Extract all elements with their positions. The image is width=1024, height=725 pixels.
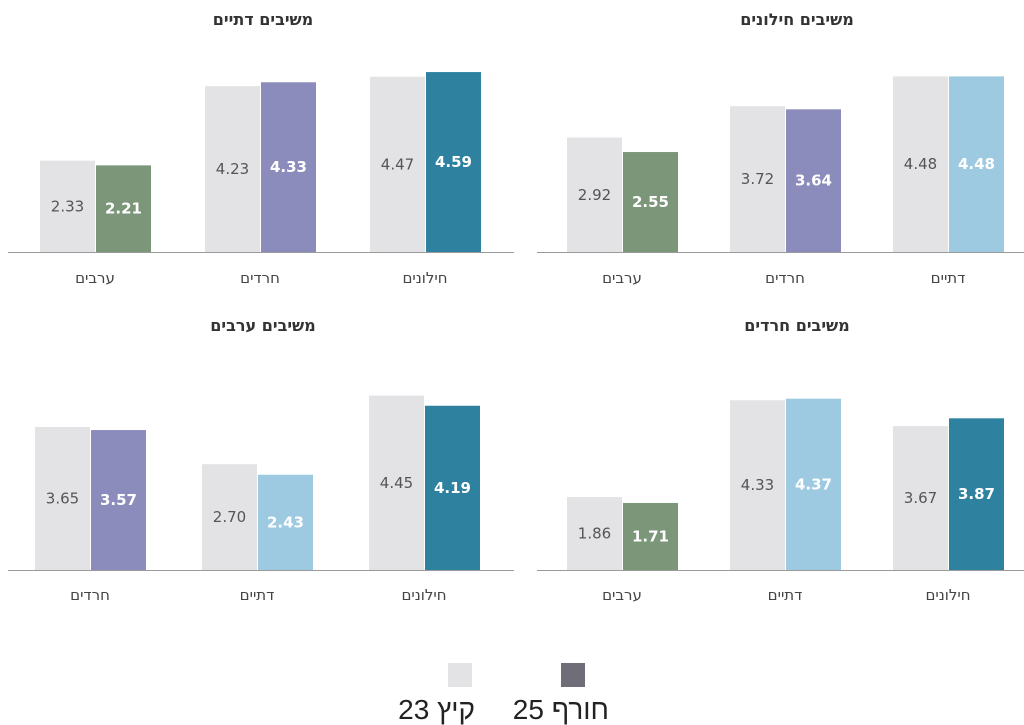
category-label: ערבים	[75, 269, 115, 287]
data-label-summer: 4.45	[380, 474, 413, 492]
bar-summer	[205, 86, 260, 253]
bar-winter	[426, 72, 481, 253]
data-label-winter: 2.55	[632, 193, 669, 211]
legend-swatch-winter	[561, 663, 585, 687]
bar-summer	[202, 464, 257, 570]
data-label-summer: 4.23	[216, 160, 249, 178]
data-label-winter: 4.19	[434, 479, 471, 497]
bar-winter	[623, 152, 678, 252]
data-label-summer: 2.92	[578, 186, 611, 204]
chart-panel-3: משיבים חרדים 3.67 3.87 חילונים 4.33 4.37 דתיים…	[537, 316, 1024, 604]
data-label-winter: 3.64	[795, 172, 832, 190]
category-label: חילונים	[401, 586, 446, 604]
data-label-winter: 4.48	[958, 155, 995, 173]
data-label-winter: 4.33	[270, 158, 307, 176]
panel-title: משיבים דתיים	[213, 10, 314, 29]
bar-winter	[786, 398, 841, 570]
bar-summer	[370, 76, 425, 252]
data-label-summer: 3.67	[904, 489, 937, 507]
data-label-winter: 4.59	[435, 153, 472, 171]
category-label: חרדים	[240, 269, 280, 287]
bar-winter	[91, 430, 146, 570]
bar-winter	[258, 474, 313, 570]
data-label-winter: 3.57	[100, 491, 137, 509]
data-label-winter: 3.87	[958, 485, 995, 503]
category-label: ערבים	[602, 586, 642, 604]
data-label-winter: 4.37	[795, 475, 832, 493]
bar-winter	[949, 76, 1004, 252]
category-label: דתיים	[240, 586, 275, 604]
panel-title: משיבים חרדים	[744, 316, 849, 335]
data-label-summer: 3.72	[741, 170, 774, 188]
bar-summer	[730, 106, 785, 253]
bar-winter	[96, 165, 151, 252]
data-label-summer: 4.48	[904, 155, 937, 173]
panel-title: משיבים חילונים	[740, 10, 854, 29]
legend-label-summer: קיץ 23	[398, 694, 475, 725]
data-label-winter: 1.71	[632, 527, 669, 545]
chart-panel-4: משיבים ערבים 4.45 4.19 חילונים 2.70 2.43 דתיים…	[8, 316, 514, 604]
data-label-summer: 2.33	[51, 197, 84, 215]
bar-winter	[786, 109, 841, 252]
bar-winter	[425, 405, 480, 570]
bar-summer	[567, 497, 622, 570]
data-label-winter: 2.43	[267, 513, 304, 531]
data-label-winter: 2.21	[105, 200, 142, 218]
bar-winter	[261, 82, 316, 252]
category-label: חרדים	[70, 586, 110, 604]
bar-summer	[893, 76, 948, 252]
category-label: חילונים	[925, 586, 970, 604]
panel-title: משיבים ערבים	[210, 316, 316, 335]
data-label-summer: 2.70	[213, 508, 246, 526]
data-label-summer: 4.47	[381, 155, 414, 173]
data-label-summer: 1.86	[578, 525, 611, 543]
legend-label-winter: חורף 25	[513, 694, 609, 725]
bar-summer	[730, 400, 785, 570]
legend: קיץ 23 חורף 25	[398, 663, 609, 725]
bar-summer	[40, 160, 95, 252]
bar-winter	[949, 418, 1004, 570]
bar-summer	[567, 137, 622, 252]
chart-panel-2: משיבים דתיים 4.47 4.59 חילונים 4.23 4.33 חרדים…	[8, 10, 514, 287]
category-label: דתיים	[768, 586, 803, 604]
legend-swatch-summer	[448, 663, 472, 687]
category-label: דתיים	[931, 269, 966, 287]
chart-panels: משיבים חילונים 4.48 4.48 דתיים 3.72 3.64 חרדים…	[8, 10, 1024, 604]
bar-summer	[893, 426, 948, 570]
bar-winter	[623, 502, 678, 570]
category-label: חרדים	[765, 269, 805, 287]
data-label-summer: 4.33	[741, 476, 774, 494]
bar-summer	[35, 426, 90, 570]
category-label: חילונים	[402, 269, 447, 287]
chart-panel-1: משיבים חילונים 4.48 4.48 דתיים 3.72 3.64 חרדים…	[537, 10, 1024, 287]
data-label-summer: 3.65	[46, 489, 79, 507]
category-label: ערבים	[602, 269, 642, 287]
bar-summer	[369, 395, 424, 570]
